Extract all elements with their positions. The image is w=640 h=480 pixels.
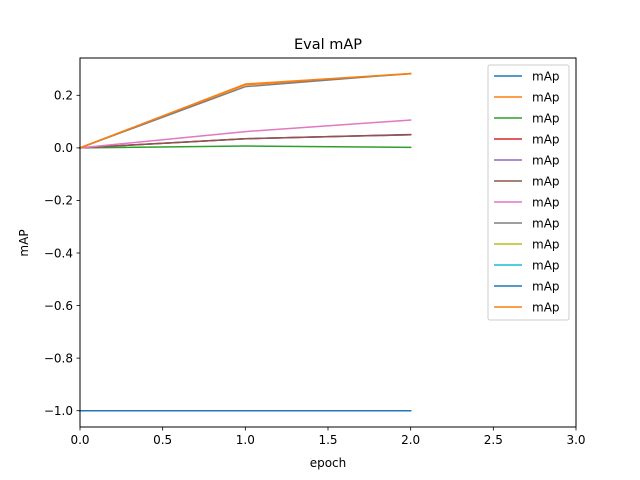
y-tick-label: −0.2 bbox=[44, 194, 73, 208]
y-axis-ticks: −1.0 −0.8 −0.6 −0.4 −0.2 0.0 0.2 bbox=[44, 89, 80, 418]
legend-label-11: mAp bbox=[532, 279, 560, 293]
series-line-7 bbox=[79, 119, 412, 149]
x-tick-label: 1.5 bbox=[318, 433, 337, 447]
legend-label-7: mAp bbox=[532, 195, 560, 209]
x-tick-label: 2.0 bbox=[401, 433, 420, 447]
y-tick-label: −0.4 bbox=[44, 246, 73, 260]
x-tick-label: 1.0 bbox=[236, 433, 255, 447]
y-tick-label: 0.0 bbox=[54, 141, 73, 155]
y-tick-label: −1.0 bbox=[44, 404, 73, 418]
legend-label-12: mAp bbox=[532, 300, 560, 314]
chart-title: Eval mAP bbox=[294, 37, 362, 53]
series-line-3 bbox=[79, 145, 412, 149]
y-axis-label: mAP bbox=[17, 229, 31, 256]
legend-items: mAp mAp mAp mAp mAp mAp mAp mAp mAp mAp mAp mAp bbox=[494, 69, 560, 314]
x-tick-label: 3.0 bbox=[566, 433, 585, 447]
series-line-6 bbox=[79, 133, 412, 149]
x-tick-label: 0.5 bbox=[153, 433, 172, 447]
series-line-12 bbox=[79, 72, 412, 149]
y-tick-label: −0.6 bbox=[44, 299, 73, 313]
legend-label-9: mAp bbox=[532, 237, 560, 251]
legend-label-1: mAp bbox=[532, 69, 560, 83]
plot-lines bbox=[79, 72, 412, 412]
legend-label-5: mAp bbox=[532, 153, 560, 167]
legend: mAp mAp mAp mAp mAp mAp mAp mAp mAp mAp mAp mAp bbox=[487, 64, 570, 321]
legend-label-4: mAp bbox=[532, 132, 560, 146]
x-axis-label: epoch bbox=[310, 456, 347, 470]
series-line-8 bbox=[79, 72, 412, 149]
legend-box bbox=[487, 64, 570, 321]
legend-label-8: mAp bbox=[532, 216, 560, 230]
legend-label-2: mAp bbox=[532, 90, 560, 104]
y-tick-label: −0.8 bbox=[44, 351, 73, 365]
y-tick-label: 0.2 bbox=[54, 89, 73, 103]
x-axis-ticks: 0.0 0.5 1.0 1.5 2.0 2.5 3.0 bbox=[70, 427, 586, 447]
legend-label-10: mAp bbox=[532, 258, 560, 272]
x-tick-label: 0.0 bbox=[70, 433, 89, 447]
x-tick-label: 2.5 bbox=[484, 433, 503, 447]
legend-label-6: mAp bbox=[532, 174, 560, 188]
legend-label-3: mAp bbox=[532, 111, 560, 125]
